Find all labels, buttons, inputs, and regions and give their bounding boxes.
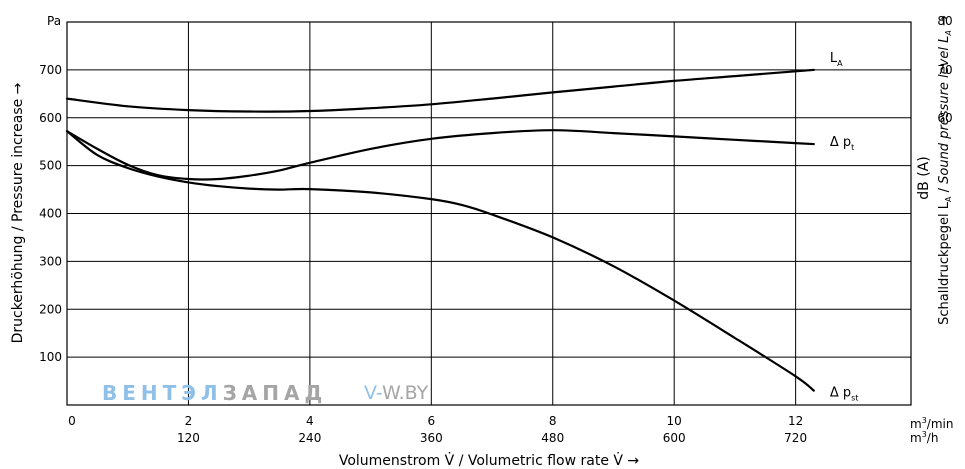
y-right-tick-label: 70: [937, 63, 952, 77]
y-right-unit: dB (A): [916, 156, 932, 199]
series-label: Δ pst: [830, 386, 859, 403]
y-left-tick-label: 400: [39, 207, 62, 221]
y-left-unit: Pa: [47, 14, 61, 28]
y-right-axis-title: Schalldruckpegel LA / Sound pressure lev…: [937, 15, 953, 325]
watermark-site-gray: W.BY: [382, 382, 429, 404]
y-right-tick-label: 60: [937, 111, 952, 125]
x-tick-label: 2: [185, 414, 193, 428]
watermark-site: V-W.BY: [364, 382, 429, 404]
x-tick-label: 8: [549, 414, 557, 428]
y-left-tick-label: 500: [39, 159, 62, 173]
y-left-tick-label: 200: [39, 302, 62, 316]
y-left-tick-label: 600: [39, 111, 62, 125]
series-label: Δ pt: [830, 135, 854, 152]
x-tick-label: 10: [667, 414, 682, 428]
y-left-axis-title: Druckerhöhung / Pressure increase →: [10, 82, 26, 343]
series-line-dpt: [65, 129, 815, 181]
watermark-brand-blue: ВЕНТЭЛ: [102, 381, 223, 405]
x-secondary-tick-label: 600: [663, 431, 686, 445]
watermark-brand: ВЕНТЭЛЗАПАД: [102, 381, 327, 405]
x-secondary-tick-label: 480: [541, 431, 564, 445]
x-secondary-tick-label: 720: [784, 431, 807, 445]
plot-frame: [66, 21, 912, 406]
x-secondary-tick-label: 360: [420, 431, 443, 445]
watermark-site-blue: V-: [364, 382, 382, 404]
series-line-dpst: [65, 130, 815, 392]
watermark: ВЕНТЭЛЗАПАД V-W.BY: [102, 381, 429, 405]
x-axis-title: Volumenstrom V̇ / Volumetric flow rate V…: [339, 452, 640, 469]
y-left-tick-label: 700: [39, 63, 62, 77]
x-tick-label: 12: [788, 414, 803, 428]
x-secondary-unit: m3/h: [910, 430, 938, 445]
y-right-top-tick: 80: [937, 14, 952, 28]
watermark-brand-gray: ЗАПАД: [223, 381, 328, 405]
tick-labels: 0 2 4 6 8 10 12 120 240 360 480 600 720 100 200 300 400 5…: [39, 63, 953, 445]
series-label: LA: [830, 51, 843, 68]
x-secondary-tick-label: 120: [177, 431, 200, 445]
series: LA Δ pt Δ pst: [65, 51, 859, 403]
x-secondary-tick-label: 240: [298, 431, 321, 445]
grid: [67, 22, 911, 405]
series-line-la: [65, 68, 815, 113]
x-primary-unit: m3/min: [910, 416, 953, 431]
y-left-tick-label: 100: [39, 350, 62, 364]
x-tick-label: 6: [427, 414, 435, 428]
y-left-tick-label: 300: [39, 254, 62, 268]
x-tick-label: 0: [68, 414, 76, 428]
x-tick-label: 4: [306, 414, 314, 428]
